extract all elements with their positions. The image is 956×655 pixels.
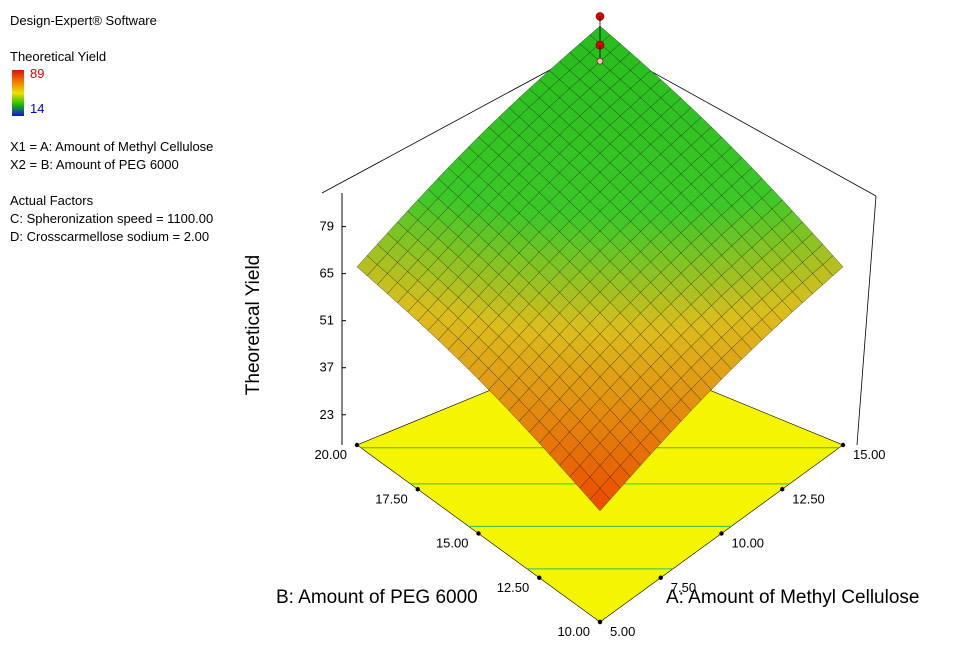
software-label: Design-Expert® Software — [10, 13, 157, 28]
y-axis-label: B: Amount of PEG 6000 — [276, 587, 478, 608]
x-tick-mark — [840, 442, 846, 448]
legend-min-value: 14 — [30, 101, 45, 116]
y-tick-mark — [354, 442, 360, 448]
y-tick-mark — [597, 619, 603, 625]
actual-factor-c: C: Spheronization speed = 1100.00 — [10, 211, 214, 226]
z-tick-label: 23 — [320, 407, 334, 422]
x-axis: 5.00 7.50 10.00 12.50 15.00 — [597, 442, 886, 639]
legend-max-value: 89 — [30, 66, 45, 81]
y-tick-label: 15.00 — [436, 536, 469, 551]
y-tick-label: 17.50 — [375, 491, 408, 506]
color-scale-bar — [12, 70, 24, 116]
x-tick-label: 5.00 — [610, 624, 635, 639]
z-tick-label: 37 — [320, 360, 334, 375]
z-tick-label: 65 — [320, 266, 334, 281]
design-point — [596, 57, 604, 65]
x-axis-label: A: Amount of Methyl Cellulose — [666, 587, 919, 608]
y-tick-label: 20.00 — [314, 447, 347, 462]
z-tick-label: 51 — [320, 313, 334, 328]
factor-x1-label: X1 = A: Amount of Methyl Cellulose — [10, 139, 214, 154]
x-tick-label: 15.00 — [853, 447, 886, 462]
z-axis: 23 37 51 65 79 — [320, 193, 346, 445]
actual-factors-title: Actual Factors — [10, 193, 94, 208]
z-tick-label: 79 — [320, 219, 334, 234]
y-tick-mark — [415, 487, 420, 492]
actual-factor-d: D: Crosscarmellose sodium = 2.00 — [10, 229, 210, 244]
x-tick-label: 10.00 — [732, 536, 765, 551]
y-tick-mark — [476, 531, 481, 536]
x-tick-mark — [780, 487, 785, 492]
y-axis: 10.00 12.50 15.00 17.50 20.00 — [314, 442, 603, 639]
x-tick-mark — [719, 531, 724, 536]
y-tick-mark — [537, 575, 542, 580]
factor-x2-label: X2 = B: Amount of PEG 6000 — [10, 157, 179, 172]
x-tick-label: 12.50 — [792, 491, 825, 506]
response-surface — [356, 25, 844, 512]
x-tick-mark — [658, 575, 663, 580]
y-tick-label: 12.50 — [497, 580, 530, 595]
z-axis-label: Theoretical Yield — [243, 255, 264, 395]
legend-title: Theoretical Yield — [10, 49, 107, 64]
y-tick-label: 10.00 — [557, 624, 590, 639]
x-tick-label: 7.50 — [671, 580, 696, 595]
design-points — [595, 12, 605, 65]
